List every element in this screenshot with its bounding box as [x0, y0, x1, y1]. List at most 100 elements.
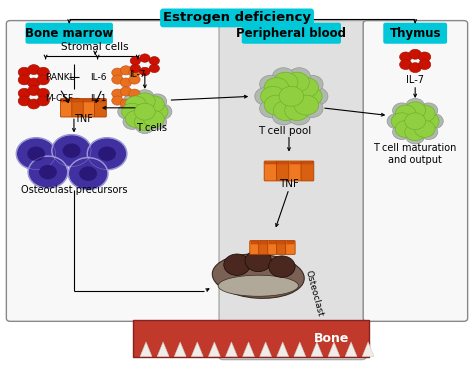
Circle shape [120, 66, 132, 75]
Circle shape [392, 124, 411, 139]
Polygon shape [328, 342, 340, 356]
FancyBboxPatch shape [363, 21, 468, 321]
Circle shape [419, 52, 431, 62]
FancyBboxPatch shape [301, 161, 314, 181]
Circle shape [37, 75, 49, 85]
Text: Stromal cells: Stromal cells [62, 41, 129, 51]
Circle shape [112, 75, 123, 84]
Polygon shape [362, 342, 374, 356]
Circle shape [123, 114, 142, 129]
Circle shape [400, 60, 412, 70]
Polygon shape [260, 342, 272, 356]
Circle shape [149, 64, 159, 73]
Circle shape [135, 103, 155, 120]
Circle shape [288, 107, 310, 125]
Circle shape [298, 86, 322, 106]
FancyBboxPatch shape [251, 242, 258, 244]
Circle shape [112, 96, 123, 105]
Circle shape [261, 86, 285, 106]
Circle shape [18, 75, 30, 85]
Circle shape [18, 88, 30, 98]
Circle shape [123, 94, 142, 109]
Circle shape [414, 105, 435, 122]
Circle shape [406, 129, 425, 144]
Circle shape [140, 54, 150, 62]
Circle shape [112, 68, 123, 77]
Circle shape [419, 124, 438, 139]
FancyBboxPatch shape [289, 161, 301, 181]
Circle shape [301, 75, 323, 93]
Polygon shape [140, 342, 152, 356]
FancyBboxPatch shape [277, 241, 286, 254]
Circle shape [144, 111, 164, 127]
FancyBboxPatch shape [302, 162, 313, 164]
Text: T cell pool: T cell pool [258, 126, 311, 136]
FancyBboxPatch shape [269, 242, 276, 244]
Circle shape [27, 65, 40, 74]
Circle shape [27, 99, 40, 109]
Circle shape [130, 56, 141, 65]
Circle shape [406, 98, 425, 114]
Polygon shape [311, 342, 323, 356]
Circle shape [273, 72, 298, 92]
FancyBboxPatch shape [268, 241, 277, 254]
Text: Osteoclast: Osteoclast [303, 269, 325, 318]
FancyBboxPatch shape [83, 99, 95, 117]
Circle shape [98, 147, 116, 161]
Circle shape [391, 113, 412, 130]
Circle shape [264, 78, 289, 98]
Circle shape [68, 157, 108, 190]
FancyBboxPatch shape [260, 242, 267, 244]
Circle shape [224, 254, 250, 275]
Circle shape [409, 49, 421, 59]
FancyBboxPatch shape [259, 241, 268, 254]
Polygon shape [277, 342, 289, 356]
FancyBboxPatch shape [6, 21, 222, 321]
Polygon shape [345, 342, 357, 356]
Circle shape [18, 67, 30, 77]
Circle shape [392, 103, 411, 118]
Text: Peripheral blood: Peripheral blood [237, 27, 346, 40]
Polygon shape [174, 342, 186, 356]
Circle shape [395, 121, 416, 137]
Circle shape [153, 104, 172, 119]
Circle shape [148, 114, 167, 129]
Circle shape [419, 103, 438, 118]
Circle shape [37, 67, 49, 77]
Circle shape [118, 104, 137, 119]
Circle shape [414, 121, 435, 137]
Polygon shape [226, 342, 237, 356]
Circle shape [18, 96, 30, 106]
Circle shape [279, 86, 304, 106]
Circle shape [63, 144, 81, 158]
Circle shape [79, 166, 97, 181]
Circle shape [425, 114, 443, 129]
FancyBboxPatch shape [265, 162, 276, 164]
Circle shape [87, 138, 127, 170]
Circle shape [122, 103, 143, 120]
Text: Thymus: Thymus [390, 27, 441, 40]
Circle shape [120, 78, 132, 87]
FancyBboxPatch shape [290, 162, 301, 164]
Polygon shape [243, 342, 255, 356]
Circle shape [129, 96, 140, 105]
FancyBboxPatch shape [62, 99, 72, 102]
FancyBboxPatch shape [250, 241, 259, 254]
Circle shape [147, 103, 168, 120]
Circle shape [260, 99, 282, 118]
Circle shape [136, 90, 154, 105]
Text: TNF: TNF [279, 179, 299, 189]
Circle shape [294, 95, 319, 115]
Circle shape [126, 111, 146, 127]
Circle shape [27, 78, 40, 88]
Polygon shape [209, 342, 220, 356]
Circle shape [126, 96, 146, 113]
Circle shape [418, 113, 439, 130]
Circle shape [28, 156, 68, 188]
FancyBboxPatch shape [286, 241, 295, 254]
Circle shape [273, 107, 294, 125]
Circle shape [405, 102, 426, 119]
Circle shape [409, 63, 421, 73]
Circle shape [405, 113, 426, 130]
Circle shape [130, 64, 141, 73]
